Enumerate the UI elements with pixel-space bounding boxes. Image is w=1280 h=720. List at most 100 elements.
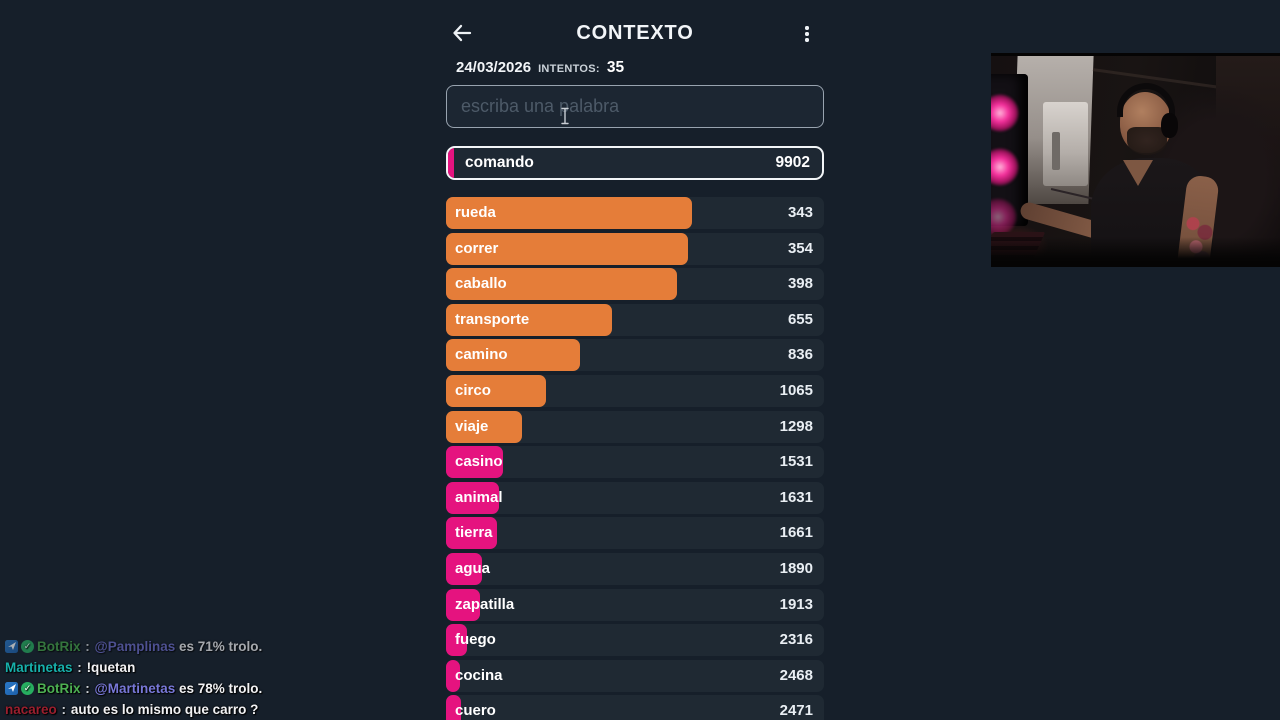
guess-word: animal	[455, 488, 503, 506]
guess-row: rueda 343	[446, 197, 824, 229]
webcam-video	[991, 56, 1280, 261]
kebab-menu-button[interactable]	[798, 23, 816, 45]
guess-row: cocina 2468	[446, 659, 824, 692]
guess-bar	[446, 517, 498, 550]
guess-rank: 1298	[779, 417, 813, 435]
guess-bar	[446, 339, 581, 372]
chat-message: Martinetas : !quetan	[5, 660, 136, 675]
chat-username: BotRix	[37, 681, 81, 696]
guess-word: caballo	[455, 275, 507, 293]
guess-bar	[446, 552, 482, 585]
chat-text: es 78% trolo.	[178, 681, 263, 696]
chat-message: BotRix : @Martinetas es 78% trolo.	[5, 678, 445, 699]
guess-bar	[446, 695, 462, 720]
guess-row: correr 354	[446, 232, 824, 265]
guess-bar	[446, 303, 613, 336]
botrix-badge-icon	[5, 639, 18, 653]
guess-rank: 1631	[779, 488, 813, 506]
guess-row: cuero 2471	[446, 695, 824, 720]
chat-mention: @Pamplinas	[94, 639, 176, 654]
guess-bar	[446, 624, 467, 657]
guess-bar	[446, 374, 547, 407]
guess-row: transporte 655	[446, 303, 824, 336]
guess-row: caballo 398	[446, 268, 824, 301]
guess-word: tierra	[455, 524, 493, 542]
current-guess-word: comando	[465, 154, 534, 171]
webcam-shelf-box	[1043, 102, 1088, 186]
guess-word: agua	[455, 559, 491, 577]
word-input[interactable]	[446, 85, 824, 128]
guess-row: tierra 1661	[446, 517, 824, 550]
guess-bar	[446, 410, 522, 443]
guess-rank: 398	[787, 275, 813, 293]
contexto-game-panel: CONTEXTO 24/03/2026 INTENTOS: 35 comando…	[446, 0, 824, 720]
guess-word: cuero	[455, 702, 496, 720]
guess-rank: 1531	[779, 453, 813, 471]
streamer-headphones-band	[1117, 83, 1175, 117]
guess-word: cocina	[455, 666, 503, 684]
attempts-label: INTENTOS:	[538, 63, 600, 75]
guess-row: agua 1890	[446, 552, 824, 585]
guess-rank: 354	[787, 239, 813, 257]
attempts-value: 35	[606, 59, 625, 76]
guess-row: fuego 2316	[446, 624, 824, 657]
guess-row: zapatilla 1913	[446, 588, 824, 621]
botrix-badge-icon	[5, 681, 18, 695]
guess-rank: 343	[787, 204, 813, 221]
verified-badge-icon	[21, 639, 34, 653]
guess-rank: 2468	[779, 666, 813, 684]
kebab-menu-icon	[805, 26, 809, 30]
guess-word: circo	[455, 381, 491, 399]
guess-word: correr	[455, 239, 499, 257]
back-button[interactable]	[450, 23, 474, 45]
guess-row: viaje 1298	[446, 410, 824, 443]
guess-bar	[446, 588, 481, 621]
guess-row: casino 1531	[446, 446, 824, 479]
game-meta: 24/03/2026 INTENTOS: 35	[456, 59, 624, 77]
guess-rank: 655	[787, 310, 813, 328]
guess-bar	[446, 197, 692, 229]
page-title: CONTEXTO	[576, 22, 694, 44]
chat-username: BotRix	[37, 639, 81, 654]
guess-word: viaje	[455, 417, 489, 435]
guess-rank: 836	[787, 346, 813, 364]
streamer-beard	[1127, 127, 1167, 155]
guess-word: casino	[455, 453, 503, 471]
game-header: CONTEXTO	[446, 21, 824, 47]
guess-rank: 1661	[779, 524, 813, 542]
chat-text: es 71% trolo.	[179, 639, 263, 654]
guess-rank: 1890	[779, 559, 813, 577]
guess-word: transporte	[455, 310, 530, 328]
guess-rank: 2316	[779, 631, 813, 649]
chat-username: Martinetas	[5, 660, 73, 675]
guess-bar	[446, 481, 499, 514]
verified-badge-icon	[21, 681, 34, 695]
guess-rank: 2471	[779, 702, 813, 720]
guess-word: zapatilla	[455, 595, 515, 613]
current-guess-bar	[448, 148, 455, 178]
current-guess-row: comando 9902	[446, 146, 824, 180]
guess-rank: 1065	[779, 381, 813, 399]
streamer-headphones-earcup	[1161, 113, 1178, 138]
guess-bar	[446, 268, 677, 301]
guess-bar	[446, 446, 503, 479]
chat-text: auto es lo mismo que carro ?	[70, 702, 259, 717]
chat-message: nacareo : auto es lo mismo que carro ?	[5, 702, 259, 717]
chat-overlay: BotRix : @Pamplinas es 71% trolo. Martin…	[5, 636, 445, 720]
guess-list: rueda 343 correr 354 caballo 398 transpo…	[446, 197, 824, 720]
guess-rank: 1913	[779, 595, 813, 613]
back-arrow-icon	[451, 24, 473, 46]
guess-word: camino	[455, 346, 508, 364]
guess-row: animal 1631	[446, 481, 824, 514]
guess-bar	[446, 232, 688, 265]
chat-username: nacareo	[5, 702, 57, 717]
chat-mention: @Martinetas	[94, 681, 176, 696]
guess-row: camino 836	[446, 339, 824, 372]
webcam-bottom-fade	[991, 237, 1280, 261]
chat-text: !quetan	[86, 660, 136, 675]
guess-bar	[446, 659, 460, 692]
webcam-overlay	[991, 53, 1280, 267]
guess-word: rueda	[455, 204, 496, 221]
guess-word: fuego	[455, 631, 496, 649]
